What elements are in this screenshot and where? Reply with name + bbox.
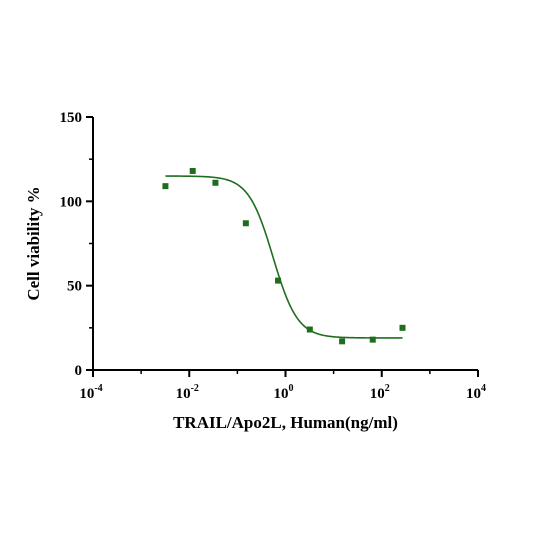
data-point [242,220,249,227]
x-tick-label: 10-4 [79,383,102,402]
data-point [306,326,313,333]
fit-curve [165,175,403,339]
y-tick-label: 50 [67,279,82,295]
axes [86,116,479,377]
tick-labels-layer: 0 50 100 150 10-4 10-2 100 102 104 [60,110,487,402]
data-point [212,179,219,186]
y-tick-label: 150 [60,110,83,126]
y-tick-label: 0 [75,363,83,379]
data-point [189,167,196,174]
y-tick-label: 100 [60,194,83,210]
data-point [369,336,376,343]
fit-curve-layer [165,175,403,339]
x-axis-title: TRAIL/Apo2L, Human(ng/ml) [173,413,398,432]
data-point [399,324,406,331]
y-axis-title: Cell viability % [24,186,43,300]
data-points-layer [162,167,406,345]
data-point [275,277,282,284]
x-tick-label: 10-2 [176,383,199,402]
x-tick-label: 104 [466,383,486,402]
x-tick-label: 100 [274,383,294,402]
data-point [339,338,346,345]
x-tick-label: 102 [370,383,390,402]
data-point [162,183,169,190]
